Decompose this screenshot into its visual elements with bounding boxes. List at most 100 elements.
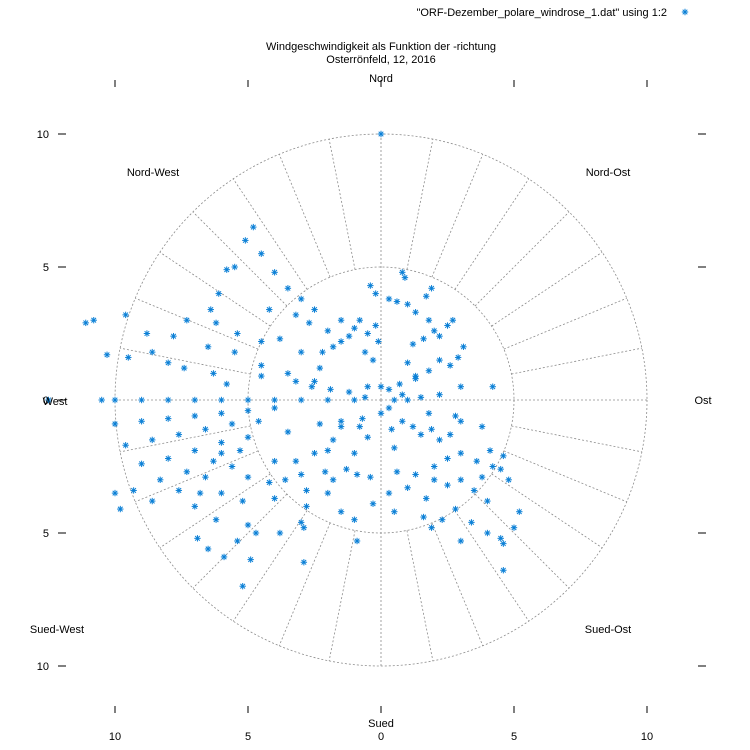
legend-marker-star (681, 8, 689, 16)
angular-grid-line (406, 530, 434, 661)
data-point (239, 497, 246, 505)
data-point (401, 274, 409, 281)
data-point (351, 396, 358, 404)
data-point (258, 250, 265, 257)
data-point (191, 503, 198, 510)
data-point (303, 487, 310, 494)
data-point (324, 447, 331, 454)
data-point (183, 468, 191, 476)
data-point (82, 319, 89, 327)
data-point (271, 396, 278, 404)
angular-grid-line (120, 425, 251, 453)
data-point (284, 370, 292, 377)
y-tick-label: 0 (43, 395, 49, 407)
data-point (165, 396, 172, 404)
data-point (436, 356, 443, 364)
data-point (329, 436, 337, 444)
x-tick-label: 10 (109, 731, 121, 743)
data-point (345, 332, 353, 340)
direction-label-nord-west: Nord-West (127, 167, 179, 179)
angular-grid-line (192, 211, 288, 307)
data-point (234, 537, 241, 545)
data-point (391, 396, 398, 404)
data-point (231, 348, 238, 356)
data-point (385, 489, 393, 497)
data-point (319, 348, 326, 356)
data-point (276, 335, 284, 343)
direction-label-sued-west: Sued-West (30, 624, 84, 636)
data-point (484, 497, 491, 505)
angular-grid-line (511, 347, 642, 375)
data-point (404, 359, 411, 366)
data-point (298, 295, 305, 303)
data-point (157, 476, 164, 483)
data-point (111, 396, 119, 404)
data-point (337, 508, 345, 515)
data-point (271, 457, 278, 465)
direction-labels: Nord Nord-Ost Ost Sued-Ost Sued Sued-Wes… (30, 73, 712, 730)
data-point (420, 513, 427, 521)
data-point (385, 295, 393, 303)
data-point (351, 450, 358, 457)
data-point (218, 410, 225, 417)
data-point (412, 372, 419, 380)
data-point (457, 476, 464, 483)
data-point (292, 457, 300, 465)
data-point (298, 348, 305, 356)
data-points (45, 130, 523, 590)
data-point (244, 434, 252, 441)
data-point (228, 420, 236, 428)
data-point (356, 423, 363, 430)
data-point (428, 426, 435, 433)
data-point (180, 364, 188, 372)
data-point (436, 332, 443, 340)
data-point (298, 519, 305, 526)
data-point (364, 434, 371, 441)
data-point (505, 476, 512, 483)
data-point (292, 378, 300, 385)
legend: "ORF-Dezember_polare_windrose_1.dat" usi… (416, 7, 689, 19)
data-point (228, 463, 236, 470)
data-point (345, 388, 353, 396)
data-point (356, 317, 363, 324)
data-point (452, 412, 459, 420)
data-point (284, 428, 292, 436)
data-point (409, 340, 417, 348)
data-point (423, 495, 430, 502)
data-point (298, 396, 305, 404)
data-point (500, 540, 507, 547)
data-point (420, 335, 427, 343)
data-point (436, 391, 443, 398)
data-point (117, 505, 124, 513)
direction-label-sued-ost: Sued-Ost (585, 624, 631, 636)
legend-label: "ORF-Dezember_polare_windrose_1.dat" usi… (416, 7, 667, 19)
data-point (327, 386, 334, 393)
data-point (438, 516, 446, 523)
data-point (428, 285, 435, 292)
data-point (431, 476, 438, 483)
data-point (444, 322, 451, 329)
data-point (478, 423, 486, 430)
data-point (425, 410, 433, 417)
data-point (165, 415, 172, 422)
data-point (431, 327, 438, 335)
data-point (391, 508, 398, 515)
data-point (412, 309, 419, 316)
data-point (468, 519, 475, 526)
data-point (111, 489, 119, 497)
data-point (324, 327, 331, 335)
data-point (393, 298, 401, 305)
data-point (388, 426, 395, 433)
data-point (175, 487, 183, 494)
data-point (497, 535, 504, 542)
data-point (329, 343, 337, 350)
data-point (516, 508, 523, 515)
data-point (210, 370, 217, 377)
data-point (353, 537, 361, 545)
data-point (218, 450, 225, 457)
data-point (212, 319, 220, 327)
data-point (316, 364, 324, 372)
data-point (111, 420, 119, 428)
data-point (165, 455, 172, 462)
data-point (122, 311, 129, 319)
